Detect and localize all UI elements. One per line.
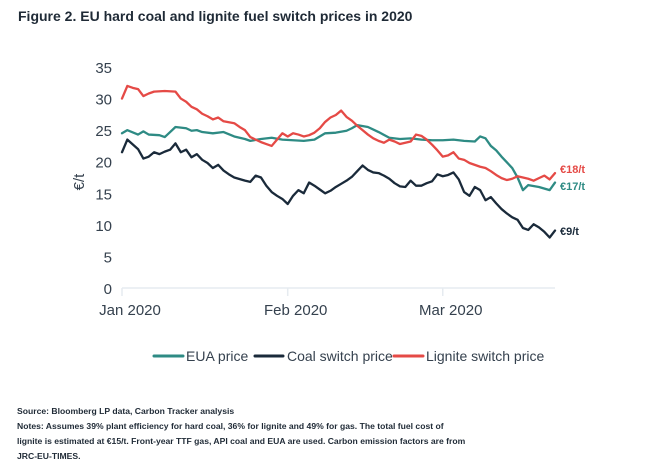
series-line-lignite-switch-price	[120, 84, 557, 182]
legend: EUA price Coal switch price Lignite switch…	[152, 348, 544, 364]
end-label-eua-price: €17/t	[560, 181, 585, 193]
y-tick-label: 35	[95, 60, 112, 77]
x-tick-label: Feb 2020	[264, 302, 327, 319]
y-tick-label: 0	[104, 281, 112, 298]
end-label-lignite-switch-price: €18/t	[560, 164, 585, 176]
y-axis-title: €/t	[71, 173, 88, 191]
notes: Source: Bloomberg LP data, Carbon Tracke…	[17, 404, 627, 464]
legend-label-eua-price: EUA price	[186, 348, 248, 364]
y-tick-label: 20	[95, 155, 112, 172]
y-axis: 0 5 10 15 20 25 30 35 €/t	[71, 60, 112, 298]
series-line-eua-price	[120, 123, 557, 192]
notes-line-1: Notes: Assumes 39% plant efficiency for …	[17, 421, 444, 431]
y-tick-label: 25	[95, 123, 112, 140]
series-lines	[120, 84, 557, 239]
x-axis: Jan 2020 Feb 2020 Mar 2020	[99, 287, 555, 319]
x-tick-label: Jan 2020	[99, 302, 161, 319]
end-label-coal-switch-price: €9/t	[560, 226, 579, 238]
legend-label-lignite-switch-price: Lignite switch price	[426, 348, 544, 364]
source-note: Source: Bloomberg LP data, Carbon Tracke…	[17, 406, 235, 416]
chart-title: Figure 2. EU hard coal and lignite fuel …	[18, 8, 413, 24]
notes-line-2: lignite is estimated at €15/t. Front-yea…	[17, 436, 466, 446]
x-tick-label: Mar 2020	[419, 302, 482, 319]
y-tick-label: 5	[104, 249, 112, 266]
series-end-labels: €17/t €9/t €18/t	[560, 164, 585, 238]
notes-line-3: JRC-EU-TIMES.	[17, 451, 81, 461]
y-tick-label: 10	[95, 218, 112, 235]
legend-label-coal-switch-price: Coal switch price	[287, 348, 393, 364]
series-line-coal-switch-price	[120, 138, 557, 239]
y-tick-label: 15	[95, 186, 112, 203]
y-tick-label: 30	[95, 92, 112, 109]
